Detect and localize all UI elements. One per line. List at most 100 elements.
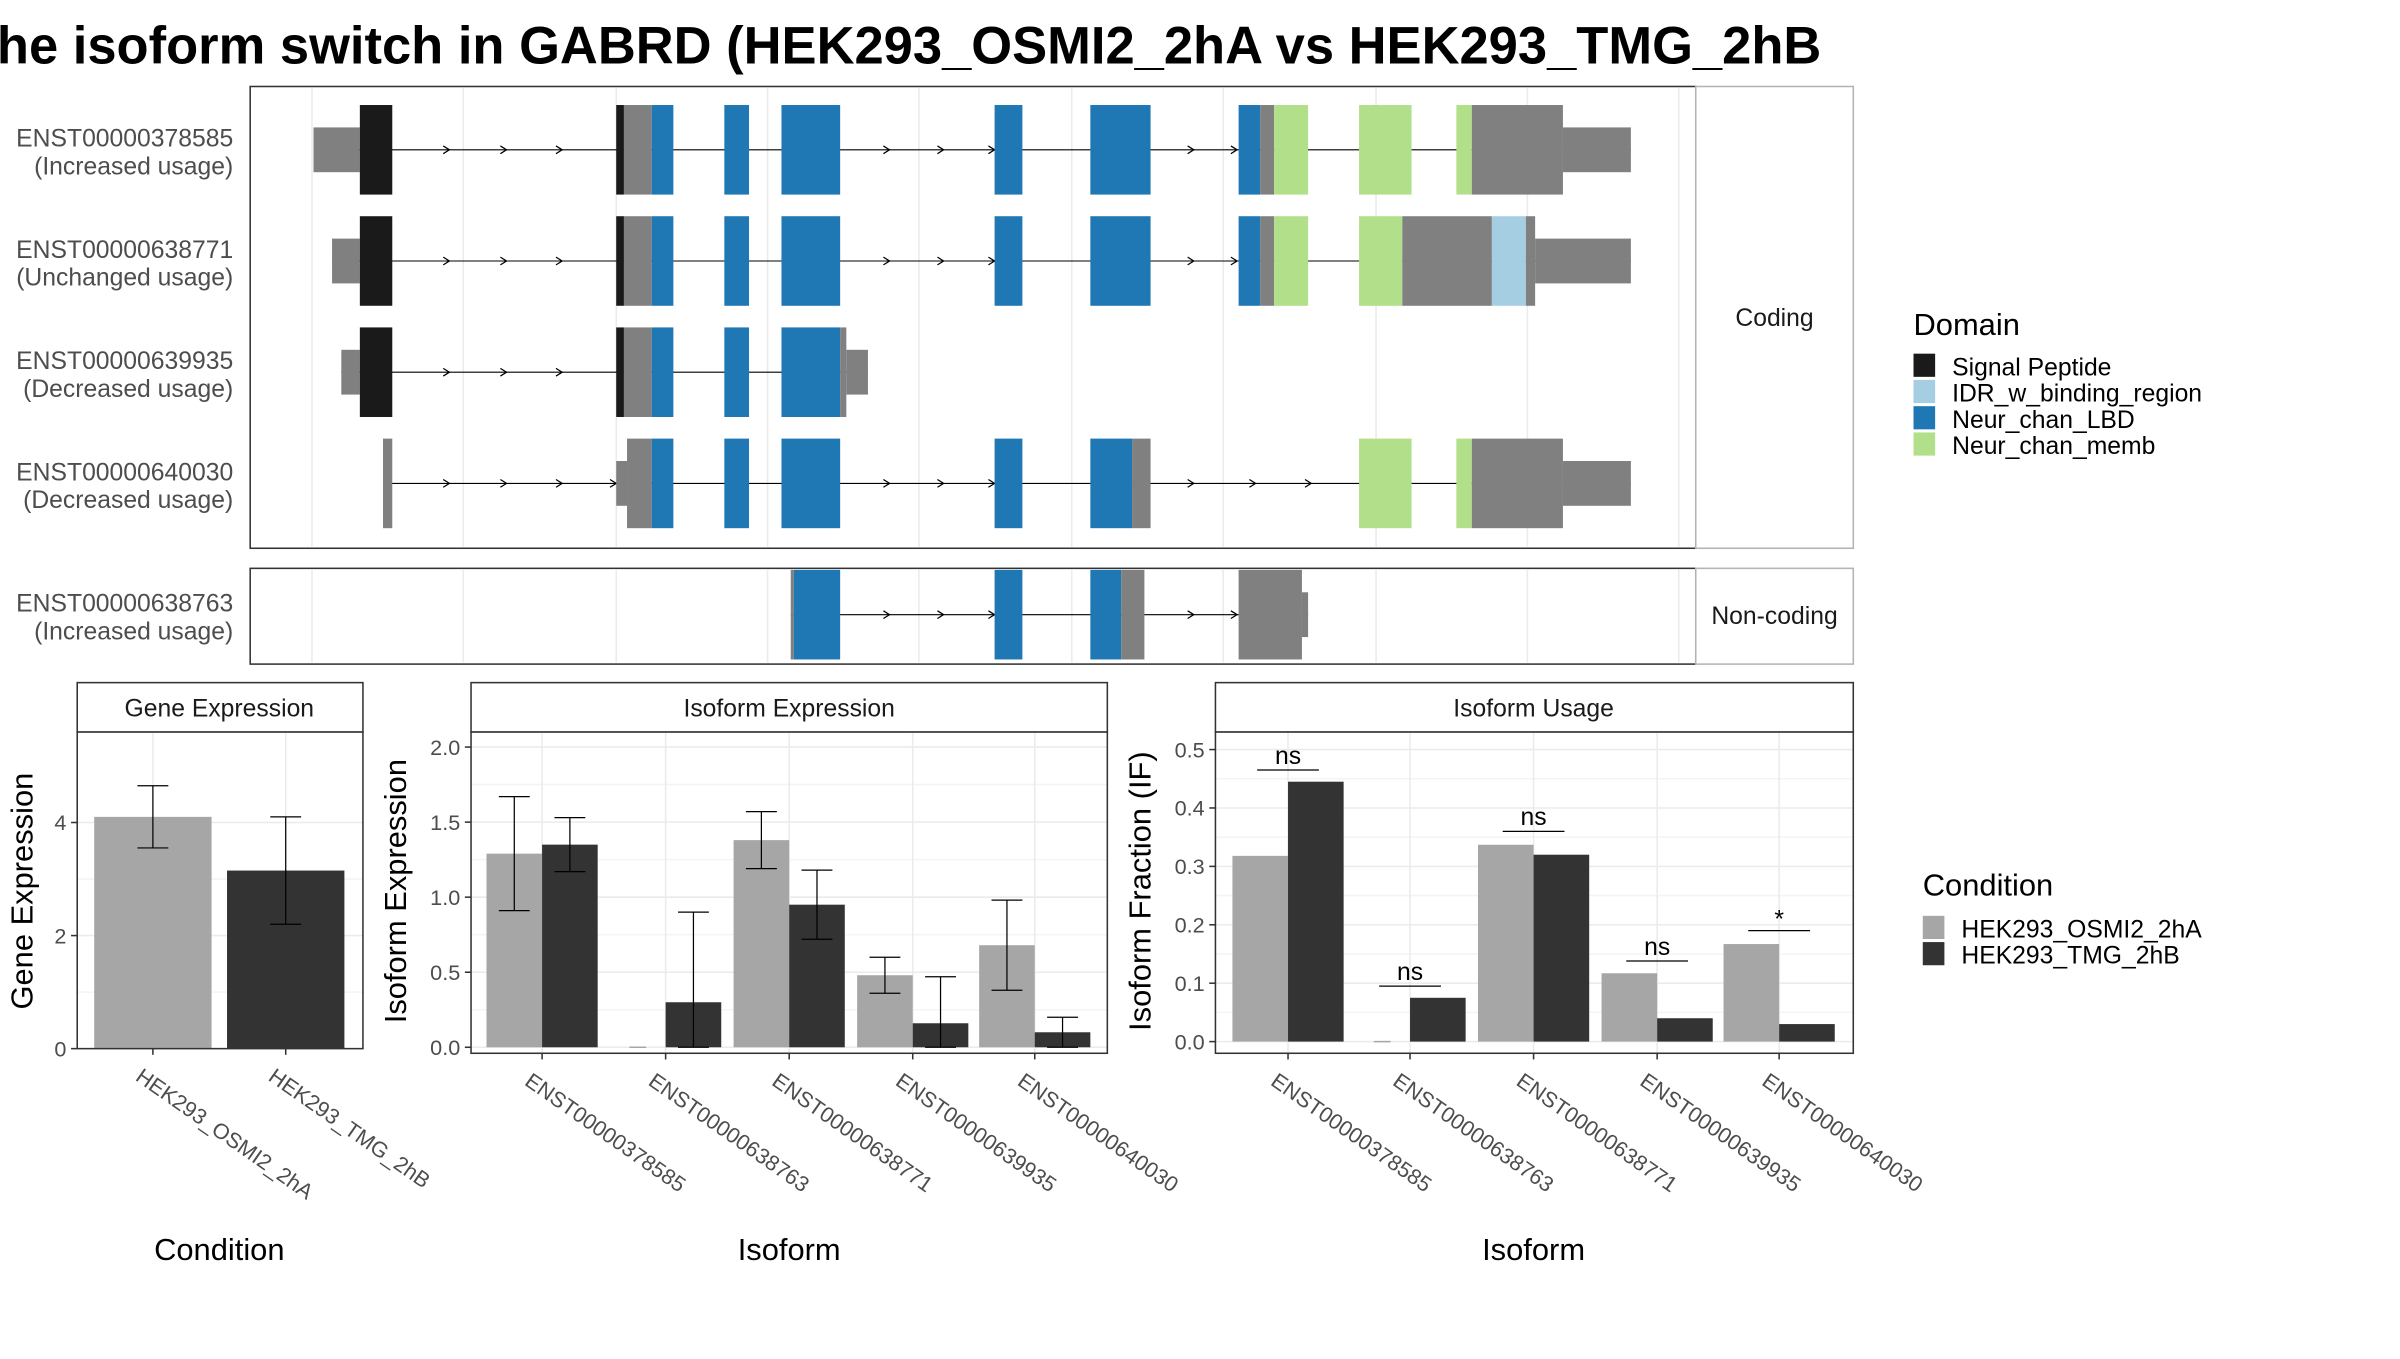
figure-title: he isoform switch in GABRD (HEK293_OSMI2… <box>0 16 1821 75</box>
domain-exon <box>1359 438 1412 529</box>
transcript-id-label: ENST00000639935 <box>16 348 233 375</box>
utr-exon <box>790 569 794 660</box>
transcript-usage-label: (Unchanged usage) <box>16 265 233 292</box>
utr-exon <box>1471 105 1563 195</box>
utr-exon <box>1535 238 1631 284</box>
domain-exon <box>651 327 674 417</box>
strand-arrow <box>1230 256 1239 266</box>
strand-arrow <box>883 610 891 620</box>
domain-exon <box>1090 216 1151 306</box>
legend-swatch <box>1913 406 1936 430</box>
domain-exon <box>651 216 674 306</box>
strand-arrow <box>555 145 564 155</box>
strand-arrow <box>555 479 564 488</box>
strand-arrow <box>500 479 508 488</box>
utr-exon <box>1471 438 1563 529</box>
utr-exon <box>1562 127 1631 173</box>
domain-exon <box>793 569 841 660</box>
domain-exon <box>1274 105 1309 195</box>
condition-legend-title: Condition <box>1923 868 2053 903</box>
strand-arrow <box>988 145 996 155</box>
legend-label: Signal Peptide <box>1952 354 2111 381</box>
legend-swatch <box>1913 432 1936 456</box>
strand-arrow <box>1187 145 1195 155</box>
significance-label: ns <box>1397 959 1423 986</box>
bar <box>1477 844 1534 1042</box>
x-axis-title: Isoform <box>1482 1232 1585 1267</box>
bar <box>542 844 598 1048</box>
strand-arrow <box>1187 479 1195 488</box>
utr-exon <box>627 438 652 529</box>
utr-exon <box>1260 216 1275 306</box>
domain-exon <box>724 105 750 195</box>
utr-exon <box>840 327 847 417</box>
domain-exon <box>1359 216 1403 306</box>
utr-exon <box>623 327 652 417</box>
y-tick-label: 1.5 <box>430 810 460 835</box>
domain-exon <box>651 105 674 195</box>
x-axis-title: Condition <box>154 1232 284 1267</box>
transcript-model <box>341 327 868 417</box>
coding-panel-frame <box>249 85 1697 550</box>
panel-frame <box>1214 731 1855 1055</box>
x-axis-title: Isoform <box>738 1232 841 1267</box>
transcript-id-label: ENST00000378585 <box>16 126 233 153</box>
domain-exon <box>994 105 1023 195</box>
transcript-id-label: ENST00000640030 <box>16 459 233 486</box>
domain-exon <box>1359 105 1412 195</box>
utr-exon <box>341 349 360 395</box>
chart-title: Gene Expression <box>125 696 315 723</box>
y-axis-title: Isoform Fraction (IF) <box>1123 751 1158 1031</box>
strand-arrow <box>555 256 564 266</box>
y-tick-label: 0.5 <box>1175 737 1205 762</box>
utr-exon <box>1301 592 1309 638</box>
significance-label: ns <box>1275 743 1301 770</box>
strand-arrow <box>1230 610 1239 620</box>
y-tick-label: 0.0 <box>1175 1029 1205 1054</box>
domain-exon <box>781 327 841 417</box>
utr-exon <box>332 238 360 284</box>
utr-exon <box>623 216 652 306</box>
gene-expression-chart: Condition Gene Expression Gene Expressio… <box>4 681 435 1267</box>
utr-exon <box>1402 216 1492 306</box>
domain-exon <box>359 216 393 306</box>
legend-swatch <box>1913 379 1936 404</box>
legend-swatch <box>1913 353 1936 377</box>
domain-exon <box>724 216 750 306</box>
structure-gridlines <box>311 88 1680 663</box>
strand-arrow <box>1187 256 1195 266</box>
panel-frame <box>76 731 364 1050</box>
domain-exon <box>1238 216 1261 306</box>
noncoding-panel-frame <box>249 567 1697 665</box>
strand-arrow <box>500 145 508 155</box>
utr-exon <box>846 349 868 395</box>
domain-exon <box>359 105 393 195</box>
domain-exon <box>994 569 1023 660</box>
domain-exon <box>994 438 1023 529</box>
domain-exon <box>616 216 624 306</box>
coding-strip-label: Coding <box>1735 305 1813 332</box>
domain-exon <box>1090 105 1151 195</box>
y-tick-label: 0.3 <box>1175 854 1205 879</box>
domain-exon <box>1491 216 1526 306</box>
bar <box>1657 1018 1713 1042</box>
transcript-labels: ENST00000378585 (Increased usage) ENST00… <box>16 126 233 646</box>
domain-exon <box>616 327 624 417</box>
strand-arrow <box>988 479 996 488</box>
transcript-usage-label: (Decreased usage) <box>23 376 233 403</box>
legend-swatch <box>1922 915 1945 939</box>
domain-exon <box>994 216 1023 306</box>
legend-label: IDR_w_binding_region <box>1952 381 2202 408</box>
y-tick-label: 0.0 <box>430 1035 460 1060</box>
bar <box>1779 1024 1835 1042</box>
strand-arrow <box>442 367 451 377</box>
strand-arrow <box>937 256 945 266</box>
y-tick-label: 0.2 <box>1175 913 1205 938</box>
domain-legend-title: Domain <box>1914 307 2020 342</box>
strand-arrow <box>442 479 451 488</box>
legend-label: HEK293_OSMI2_2hA <box>1961 916 2202 943</box>
domain-exon <box>1456 438 1472 529</box>
chart-title: Isoform Expression <box>683 696 894 723</box>
utr-exon <box>1260 105 1275 195</box>
